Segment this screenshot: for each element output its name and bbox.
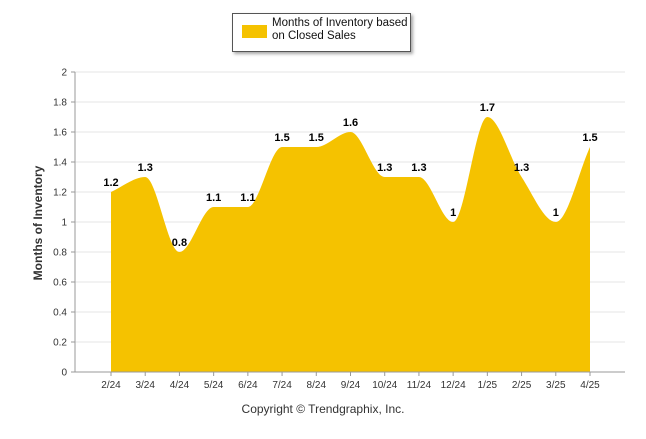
x-tick-label: 11/24 (407, 380, 432, 391)
legend-label: Months of Inventory based on Closed Sale… (272, 17, 408, 42)
x-tick-label: 3/25 (546, 380, 566, 391)
legend-swatch (242, 25, 267, 38)
data-label: 1.5 (274, 132, 289, 144)
data-label: 1 (553, 207, 559, 219)
data-label: 1.5 (582, 132, 597, 144)
x-tick-label: 4/24 (170, 380, 190, 391)
y-tick-label: 1.8 (53, 98, 67, 109)
data-label: 1.5 (309, 132, 324, 144)
y-tick-labels: 0 0.2 0.4 0.6 0.8 1 1.2 1.4 1.6 1.8 2 (53, 68, 67, 379)
y-axis-title: Months of Inventory (31, 165, 45, 280)
x-tick-label: 7/24 (272, 380, 292, 391)
y-tick-label: 0.2 (53, 338, 67, 349)
data-label: 1.3 (514, 162, 529, 174)
copyright-text: Copyright © Trendgraphix, Inc. (241, 402, 405, 416)
y-tick-label: 1 (61, 218, 67, 229)
x-tick-label: 2/24 (101, 380, 121, 391)
x-tick-label: 1/25 (478, 380, 498, 391)
data-label: 1.1 (206, 192, 221, 204)
data-label: 1.7 (480, 102, 495, 114)
y-tick-label: 0.6 (53, 278, 67, 289)
data-label: 1.2 (103, 177, 118, 189)
data-label: 1.1 (240, 192, 255, 204)
x-tick-label: 4/25 (580, 380, 600, 391)
series-area (111, 117, 590, 372)
x-tick-label: 3/24 (135, 380, 155, 391)
data-label: 1 (450, 207, 456, 219)
y-tick-label: 1.4 (53, 158, 67, 169)
data-label: 1.6 (343, 117, 358, 129)
y-tick-label: 1.2 (53, 188, 67, 199)
x-tick-labels: 2/24 3/24 4/24 5/24 6/24 7/24 8/24 9/24 10/24 11/… (101, 380, 600, 391)
y-tick-label: 0 (61, 368, 67, 379)
x-tick-label: 2/25 (512, 380, 532, 391)
data-label: 1.3 (138, 162, 153, 174)
x-tick-label: 9/24 (341, 380, 361, 391)
y-tick-label: 0.4 (53, 308, 67, 319)
x-tick-label: 12/24 (441, 380, 466, 391)
x-tick-label: 5/24 (204, 380, 224, 391)
data-label: 1.3 (377, 162, 392, 174)
y-tick-label: 2 (61, 68, 67, 79)
data-label: 0.8 (172, 237, 187, 249)
axes (74, 72, 625, 376)
legend: Months of Inventory based on Closed Sale… (232, 13, 411, 52)
data-labels: 1.2 1.3 0.8 1.1 1.1 1.5 1.5 1.6 1.3 1.3 1 1.7 1.3 1 1.… (103, 102, 597, 249)
y-tick-label: 0.8 (53, 248, 67, 259)
series-area-fill (111, 117, 590, 372)
x-tick-label: 8/24 (307, 380, 327, 391)
x-tick-label: 6/24 (238, 380, 258, 391)
x-tick-label: 10/24 (372, 380, 397, 391)
data-label: 1.3 (411, 162, 426, 174)
y-tick-label: 1.6 (53, 128, 67, 139)
